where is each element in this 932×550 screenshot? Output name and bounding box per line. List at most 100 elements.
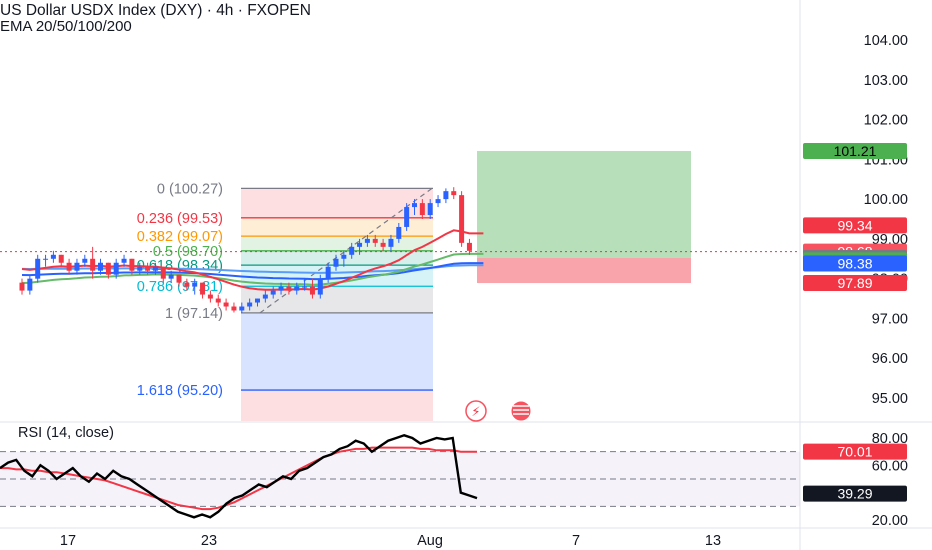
candle-body: [223, 302, 229, 307]
candle-body: [74, 262, 80, 271]
rsi-axis-badge-label: 70.01: [837, 444, 872, 460]
time-tick-label: Aug: [417, 533, 443, 549]
candle-body: [443, 191, 449, 200]
candle-body: [262, 294, 268, 299]
ema-50-line: [21, 252, 484, 286]
candle-body: [121, 258, 127, 263]
fib-zone: [241, 236, 433, 251]
time-tick-label: 23: [201, 533, 217, 549]
candle-body: [137, 266, 143, 271]
fib-zone: [241, 188, 433, 218]
price-tick-label: 100.00: [864, 192, 908, 208]
price-axis-badge: [803, 142, 907, 159]
candle-body: [364, 238, 370, 243]
candle-body: [419, 203, 425, 216]
candle-body: [192, 282, 198, 287]
candle-body: [215, 298, 221, 303]
time-tick-label: 17: [60, 533, 76, 549]
time-tick-label: 7: [572, 533, 580, 549]
rsi-axis-badge-label: 39.29: [837, 486, 872, 502]
fib-level-label: 0.5 (98.70): [153, 244, 223, 260]
fib-zone: [241, 250, 433, 266]
candle-body: [90, 258, 96, 271]
fib-zone-extension: [241, 390, 433, 421]
candle-body: [58, 254, 64, 263]
candle-body: [412, 203, 417, 208]
candle-body: [325, 266, 331, 279]
fib-level-label: 0.236 (99.53): [137, 211, 223, 227]
candle-body: [427, 203, 433, 216]
candle-body: [309, 286, 315, 295]
price-axis-badge: [803, 217, 907, 234]
fib-zone: [241, 312, 433, 391]
price-axis-badge-label: 97.89: [837, 275, 872, 291]
position-profit-zone: [477, 150, 691, 258]
fib-level-label: 0.382 (99.07): [137, 229, 223, 245]
candle-body: [435, 199, 441, 204]
price-tick-label: 103.00: [864, 73, 908, 89]
candle-body: [184, 282, 190, 287]
candle-body: [380, 242, 386, 247]
candle-body: [113, 262, 119, 275]
candle-body: [19, 282, 25, 291]
price-tick-label: 97.00: [872, 311, 908, 327]
candle-body: [341, 254, 347, 259]
candle-body: [357, 242, 363, 247]
candle-body: [43, 258, 49, 260]
candle-body: [372, 238, 378, 243]
candle-body: [239, 306, 245, 311]
rsi-axis-badge: [803, 485, 907, 502]
rsi-line: [0, 434, 478, 519]
candle-body: [98, 262, 103, 271]
candle-body: [168, 274, 174, 279]
candle-body: [231, 306, 237, 311]
indicator-label: EMA 20/50/100/200: [0, 18, 132, 35]
candle-body: [278, 286, 284, 291]
candle-body: [294, 286, 300, 291]
price-tick-label: 96.00: [872, 351, 908, 367]
fib-level-label: 0 (100.27): [157, 181, 223, 197]
fib-level-label: 1 (97.14): [165, 306, 223, 322]
us-flag-icon: [510, 400, 532, 422]
fib-level-label: 1.618 (95.20): [137, 383, 223, 399]
position-stop-zone: [477, 257, 691, 284]
candle-body: [50, 254, 56, 259]
ema-100-line: [21, 262, 484, 281]
price-axis-badge: [803, 275, 907, 292]
candle-body: [129, 258, 135, 271]
ema-20-line: [21, 229, 484, 291]
price-axis-badge-label: 101.21: [834, 143, 877, 159]
price-axis-badge: [803, 255, 907, 272]
rsi-axis-badge: [803, 443, 907, 460]
candle-body: [247, 302, 253, 307]
candle-body: [459, 195, 465, 243]
candle-body: [145, 266, 151, 271]
candle-body: [66, 262, 72, 271]
candle-body: [255, 298, 260, 303]
rsi-tick-label: 60.00: [872, 458, 908, 474]
candle-body: [388, 238, 394, 247]
rsi-tick-label: 20.00: [872, 513, 908, 529]
price-tick-label: 102.00: [864, 113, 908, 129]
candle-body: [35, 258, 41, 279]
candle-body: [200, 282, 206, 295]
price-axis-badge-label: 99.34: [837, 217, 872, 233]
candle-body: [333, 258, 339, 267]
candle-body: [286, 286, 292, 291]
candle-body: [27, 278, 33, 291]
candle-body: [349, 246, 355, 255]
candle-body: [176, 274, 182, 283]
rsi-tick-label: 80.00: [872, 431, 908, 447]
candle-body: [160, 266, 166, 279]
candle-body: [207, 294, 213, 299]
candle-body: [270, 290, 276, 295]
time-tick-label: 13: [705, 533, 721, 549]
chart-title: US Dollar USDX Index (DXY) · 4h · FXOPEN: [0, 2, 311, 19]
candle-body: [152, 266, 158, 271]
candle-body: [82, 258, 88, 263]
price-axis-badge-label: 98.38: [837, 256, 872, 272]
candle-body: [317, 278, 323, 295]
price-tick-label: 104.00: [864, 33, 908, 49]
candle-body: [451, 191, 457, 196]
candle-body: [466, 242, 472, 251]
